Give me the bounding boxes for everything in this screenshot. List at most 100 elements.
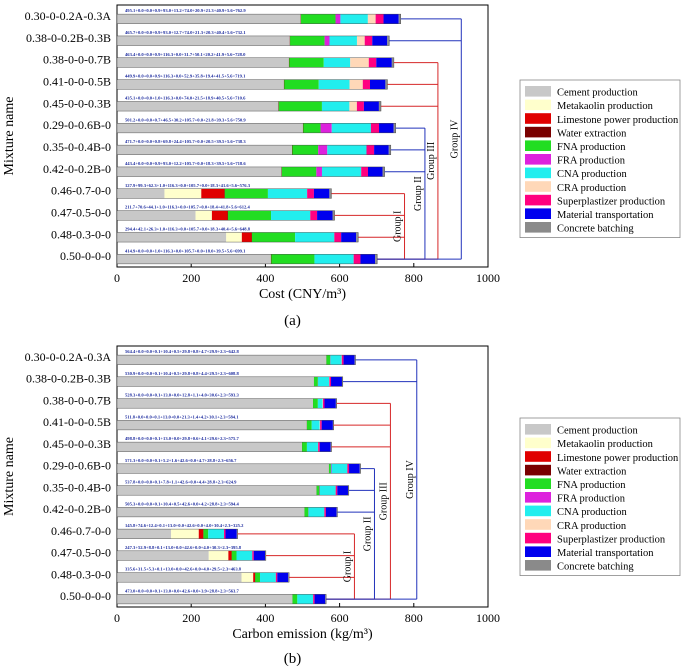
bar-segment bbox=[391, 57, 394, 68]
bar-segment bbox=[369, 79, 386, 90]
bar-segment bbox=[227, 210, 229, 221]
bar-segment bbox=[306, 420, 312, 430]
legend-swatch bbox=[525, 86, 551, 97]
bar-segment bbox=[387, 35, 390, 46]
x-tick-label: 600 bbox=[331, 611, 349, 625]
bar-segment bbox=[324, 35, 330, 46]
category-label: 0.46-0.7-0-0 bbox=[51, 524, 111, 538]
bar-segment bbox=[117, 463, 329, 474]
bar-segment bbox=[362, 79, 370, 90]
bar-segment bbox=[329, 35, 357, 46]
bar-segment bbox=[360, 254, 376, 264]
group-label: Group III bbox=[378, 482, 389, 520]
bar-segment bbox=[335, 14, 341, 24]
bar-segment bbox=[330, 442, 332, 452]
category-label: 0.46-0.7-0-0 bbox=[51, 184, 111, 198]
legend-item: FNA production bbox=[557, 142, 626, 153]
bar-segment bbox=[324, 398, 336, 409]
bar-segment bbox=[281, 166, 317, 177]
bar-segment bbox=[318, 442, 320, 452]
category-label: 0.41-0-0-0.5B bbox=[43, 415, 111, 429]
bar-segment bbox=[341, 232, 357, 243]
bar-segment bbox=[255, 572, 261, 583]
legend-item: Concrete batching bbox=[557, 224, 634, 235]
category-label: 0.48-0.3-0-0 bbox=[51, 567, 111, 581]
bar-segment bbox=[313, 398, 318, 409]
category-label: 0.35-0-0.4B-0 bbox=[43, 480, 111, 494]
data-label: 145.8+74.6+12.4+0.1+13.0+0.0+42.6+0.0+4.… bbox=[125, 523, 244, 528]
x-tick-label: 400 bbox=[256, 611, 274, 625]
bar-segment bbox=[319, 420, 321, 430]
bar-segment bbox=[260, 572, 276, 583]
bar-segment bbox=[117, 254, 271, 264]
legend-item: CNA production bbox=[557, 507, 627, 518]
bar-segment bbox=[117, 376, 314, 387]
bar-segment bbox=[330, 355, 342, 365]
bar-segment bbox=[349, 79, 363, 90]
bar-segment bbox=[284, 79, 319, 90]
bar-segment bbox=[319, 442, 331, 452]
bar-segment bbox=[356, 232, 359, 243]
bar-segment bbox=[378, 101, 382, 112]
x-tick-label: 0 bbox=[114, 271, 120, 285]
data-label: 127.9+99.3+62.3+1.0+116.3+0.0+105.7+0.0+… bbox=[125, 183, 251, 188]
bar-segment bbox=[370, 123, 380, 133]
legend-swatch bbox=[525, 222, 551, 233]
category-label: 0.47-0.5-0-0 bbox=[51, 205, 111, 219]
category-label: 0.38-0-0.2B-0.3B bbox=[26, 31, 111, 45]
bar-segment bbox=[297, 594, 314, 604]
bar-segment bbox=[319, 485, 336, 496]
bar-segment bbox=[331, 463, 348, 474]
data-label: 247.3+52.9+8.8+0.1+13.0+0.0+42.6+0.0+4.0… bbox=[125, 545, 242, 550]
bar-segment bbox=[316, 485, 320, 496]
legend-swatch bbox=[525, 140, 551, 151]
bar-segment bbox=[336, 507, 338, 517]
legend-swatch bbox=[525, 181, 551, 192]
legend-swatch bbox=[525, 492, 551, 503]
bar-segment bbox=[292, 145, 319, 155]
legend-swatch bbox=[525, 505, 551, 517]
bar-segment bbox=[288, 57, 290, 68]
bar-segment bbox=[310, 210, 318, 221]
bar-segment bbox=[317, 210, 333, 221]
legend-swatch bbox=[525, 113, 551, 124]
panel-label: (b) bbox=[284, 651, 302, 667]
bar-segment bbox=[289, 35, 291, 46]
bar-segment bbox=[236, 550, 253, 561]
bar-segment bbox=[341, 376, 343, 387]
x-tick-label: 600 bbox=[331, 271, 349, 285]
bar-segment bbox=[314, 254, 354, 264]
bar-segment bbox=[382, 166, 385, 177]
data-label: 571.3+0.0+0.0+0.1+5.2+1.6+42.6+0.0+4.7+2… bbox=[125, 458, 237, 463]
category-label: 0.50-0-0-0 bbox=[60, 589, 111, 603]
bar-segment bbox=[270, 254, 272, 264]
bar-segment bbox=[117, 166, 282, 177]
bar-segment bbox=[292, 594, 298, 604]
legend-item: CNA production bbox=[557, 169, 627, 180]
legend-swatch bbox=[525, 560, 551, 571]
bar-segment bbox=[277, 572, 289, 583]
bar-segment bbox=[253, 572, 256, 583]
panel-label: (a) bbox=[284, 313, 301, 329]
bar-segment bbox=[320, 123, 332, 133]
category-label: 0.38-0-0-0.7B bbox=[43, 53, 111, 67]
bar-segment bbox=[313, 188, 330, 199]
category-label: 0.35-0-0.4B-0 bbox=[43, 140, 111, 154]
bar-segment bbox=[324, 507, 326, 517]
legend-swatch bbox=[525, 167, 551, 179]
category-label: 0.30-0-0.2A-0.3A bbox=[25, 9, 112, 23]
bar-segment bbox=[341, 355, 344, 365]
bar-segment bbox=[332, 420, 334, 430]
bar-segment bbox=[226, 232, 242, 243]
bar-segment bbox=[364, 35, 373, 46]
bar-segment bbox=[318, 79, 350, 90]
category-label: 0.47-0.5-0-0 bbox=[51, 546, 111, 560]
bar-segment bbox=[306, 442, 318, 452]
bar-segment bbox=[328, 463, 331, 474]
bar-segment bbox=[311, 420, 320, 430]
bar-segment bbox=[302, 442, 307, 452]
group-label: Group II bbox=[362, 517, 373, 552]
bar-segment bbox=[281, 166, 283, 177]
bar-segment bbox=[117, 594, 293, 604]
data-label: 530.9+0.0+0.0+0.1+10.4+0.5+29.8+0.8+4.4+… bbox=[125, 371, 239, 376]
